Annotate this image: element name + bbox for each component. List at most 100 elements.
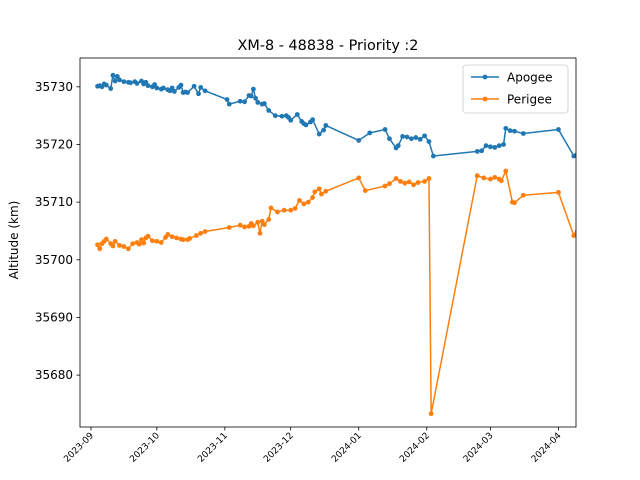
data-point-apogee	[367, 130, 373, 136]
data-point-perigee	[305, 199, 311, 205]
data-point-apogee	[413, 135, 419, 140]
data-point-perigee	[319, 191, 324, 197]
data-point-apogee	[250, 86, 256, 92]
data-point-apogee	[288, 117, 294, 123]
data-point-perigee	[411, 182, 416, 188]
data-point-perigee	[310, 195, 316, 200]
data-point-perigee	[110, 243, 116, 249]
data-point-perigee	[275, 209, 280, 215]
data-point-perigee	[281, 207, 287, 213]
data-point-apogee	[409, 136, 414, 142]
data-point-apogee	[422, 133, 427, 139]
legend-marker	[482, 96, 488, 102]
data-point-perigee	[261, 222, 267, 228]
legend: Apogee Perigee	[462, 64, 569, 114]
data-point-apogee	[404, 134, 410, 140]
data-point-perigee	[297, 198, 302, 203]
data-point-apogee	[248, 93, 254, 99]
data-point-perigee	[97, 246, 103, 252]
data-point-apogee	[117, 77, 122, 83]
data-point-apogee	[479, 148, 485, 154]
data-point-apogee	[152, 82, 158, 87]
data-point-perigee	[512, 200, 517, 206]
data-point-apogee	[279, 113, 285, 119]
data-point-apogee	[483, 143, 489, 149]
data-point-perigee	[242, 224, 248, 230]
data-point-apogee	[321, 127, 327, 133]
data-point-apogee	[171, 89, 177, 94]
data-point-apogee	[121, 79, 127, 85]
data-point-perigee	[481, 175, 487, 181]
data-point-perigee	[556, 189, 561, 195]
data-point-apogee	[387, 136, 392, 142]
y-tick-label: 35700	[35, 253, 73, 267]
legend-label: Perigee	[507, 93, 552, 107]
data-point-perigee	[488, 176, 493, 182]
data-point-apogee	[253, 95, 258, 101]
data-point-apogee	[400, 134, 406, 139]
data-point-perigee	[312, 189, 318, 195]
data-point-apogee	[316, 131, 322, 137]
series-group	[95, 72, 576, 417]
data-point-perigee	[520, 192, 526, 198]
data-point-apogee	[114, 74, 120, 79]
data-point-perigee	[503, 168, 509, 174]
data-point-apogee	[520, 131, 526, 136]
chart-title: XM-8 - 48838 - Priority :2	[238, 38, 419, 54]
legend-entry-perigee: Perigee	[471, 93, 552, 107]
data-point-perigee	[237, 222, 243, 228]
data-point-perigee	[398, 178, 403, 184]
data-point-apogee	[191, 83, 197, 89]
y-tick-label: 35680	[35, 368, 73, 382]
y-tick-label: 35690	[35, 310, 73, 324]
data-point-perigee	[145, 233, 151, 239]
data-point-perigee	[198, 230, 204, 236]
data-point-perigee	[382, 183, 388, 189]
data-point-perigee	[103, 236, 109, 242]
data-point-apogee	[198, 85, 204, 90]
data-point-apogee	[323, 123, 329, 128]
data-point-perigee	[95, 242, 100, 248]
legend-entry-apogee: Apogee	[471, 71, 553, 85]
data-point-apogee	[261, 101, 267, 106]
data-point-perigee	[130, 241, 136, 247]
data-point-apogee	[382, 127, 388, 132]
data-point-perigee	[117, 242, 122, 248]
data-point-apogee	[224, 97, 230, 102]
axes-frame	[79, 57, 577, 428]
data-point-perigee	[202, 229, 208, 234]
data-point-perigee	[362, 188, 368, 194]
data-point-perigee	[498, 178, 504, 184]
data-point-apogee	[496, 143, 502, 149]
data-point-apogee	[134, 80, 140, 86]
y-axis-label: Altitude (km)	[7, 201, 21, 280]
data-point-perigee	[428, 411, 434, 417]
data-point-perigee	[180, 237, 186, 243]
data-point-apogee	[474, 149, 480, 154]
data-point-apogee	[488, 144, 493, 150]
data-point-apogee	[242, 99, 248, 105]
data-point-apogee	[395, 143, 401, 149]
data-point-perigee	[150, 238, 155, 244]
data-point-perigee	[323, 188, 329, 194]
data-point-apogee	[112, 78, 118, 84]
y-tick-label: 35730	[35, 80, 73, 94]
data-point-perigee	[292, 206, 298, 211]
data-point-perigee	[125, 246, 131, 252]
data-point-apogee	[128, 80, 133, 86]
data-point-apogee	[110, 72, 116, 78]
data-point-perigee	[136, 241, 142, 247]
data-point-perigee	[187, 236, 193, 241]
data-point-perigee	[422, 178, 427, 184]
data-point-apogee	[226, 101, 232, 107]
data-point-apogee	[571, 153, 576, 159]
data-point-apogee	[417, 136, 423, 142]
data-point-perigee	[165, 232, 171, 237]
data-point-apogee	[310, 117, 316, 123]
data-point-apogee	[143, 79, 149, 85]
data-point-apogee	[272, 113, 278, 119]
legend-marker	[482, 74, 488, 80]
y-tick-label: 35720	[35, 137, 73, 151]
series-apogee	[95, 72, 576, 159]
